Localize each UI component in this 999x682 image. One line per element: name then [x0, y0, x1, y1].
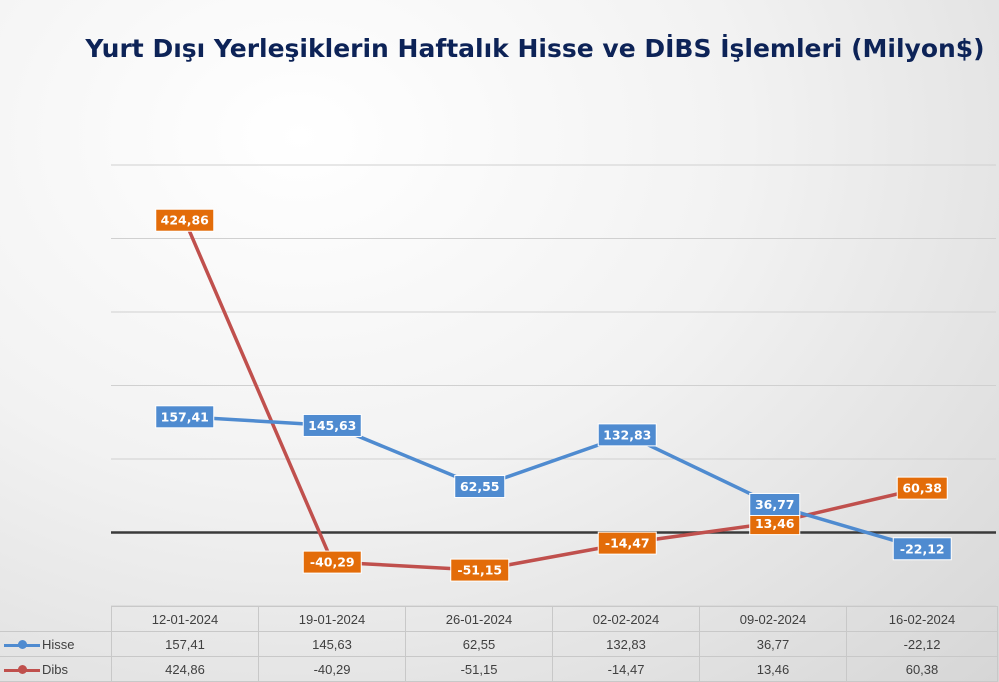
table-cell: 36,77	[699, 631, 847, 657]
table-cell: 424,86	[111, 656, 259, 682]
table-corner	[0, 606, 112, 632]
table-cell: 132,83	[552, 631, 700, 657]
data-label: 145,63	[308, 418, 356, 433]
table-date-header: 02-02-2024	[552, 606, 700, 632]
table-cell: -51,15	[405, 656, 553, 682]
data-label: -14,47	[605, 536, 650, 551]
data-label-box	[597, 531, 657, 555]
data-label: 36,77	[755, 497, 795, 512]
data-label-group: 62,55	[454, 475, 506, 499]
table-date-header: 12-01-2024	[111, 606, 259, 632]
table-date-header: 26-01-2024	[405, 606, 553, 632]
data-label-box	[302, 413, 362, 437]
table-cell: 145,63	[258, 631, 406, 657]
data-label-group: 424,86	[155, 208, 215, 232]
data-label-box	[896, 476, 948, 500]
data-label-group: 157,41	[155, 405, 215, 429]
data-label-group: 36,77	[749, 492, 801, 516]
data-label-box	[302, 550, 362, 574]
table-date-header: 16-02-2024	[846, 606, 998, 632]
data-label: -22,12	[900, 541, 945, 556]
legend-entry-dibs: Dibs	[0, 656, 112, 682]
data-label: 424,86	[161, 213, 210, 228]
data-label-group: 145,63	[302, 413, 362, 437]
data-label-group: 13,46	[749, 512, 801, 536]
data-label-box	[597, 423, 657, 447]
data-label-box	[450, 558, 510, 582]
data-labels: 424,86 -40,29 -51,15 -14,47 13,46 60,38 157,41…	[155, 208, 952, 582]
table-cell: -40,29	[258, 656, 406, 682]
data-label: 62,55	[460, 479, 500, 494]
legend-key-hisse	[4, 639, 40, 650]
data-label: -51,15	[457, 563, 502, 578]
data-label-box	[892, 537, 952, 561]
data-label: 157,41	[161, 409, 209, 424]
data-table: 12-01-2024 19-01-2024 26-01-2024 02-02-2…	[0, 606, 998, 682]
data-label-box	[155, 208, 215, 232]
data-label-group: -14,47	[597, 531, 657, 555]
data-label-group: 132,83	[597, 423, 657, 447]
table-header-row: 12-01-2024 19-01-2024 26-01-2024 02-02-2…	[0, 606, 998, 632]
table-date-header: 19-01-2024	[258, 606, 406, 632]
table-row-hisse: Hisse 157,41 145,63 62,55 132,83 36,77 -…	[0, 631, 998, 657]
chart-title: Yurt Dışı Yerleşiklerin Haftalık Hisse v…	[85, 34, 985, 63]
table-cell: 60,38	[846, 656, 998, 682]
data-label: -40,29	[310, 555, 355, 570]
data-label: 132,83	[603, 427, 651, 442]
data-label-group: -40,29	[302, 550, 362, 574]
table-cell: 13,46	[699, 656, 847, 682]
series-line-hisse	[183, 415, 924, 551]
table-cell: 157,41	[111, 631, 259, 657]
table-cell: 62,55	[405, 631, 553, 657]
data-label-box	[155, 405, 215, 429]
data-label-group: -51,15	[450, 558, 510, 582]
gridlines	[111, 164, 996, 606]
table-cell: -14,47	[552, 656, 700, 682]
table-cell: -22,12	[846, 631, 998, 657]
data-label: 13,46	[755, 516, 795, 531]
table-date-header: 09-02-2024	[699, 606, 847, 632]
data-label-group: 60,38	[896, 476, 948, 500]
table-row-dibs: Dibs 424,86 -40,29 -51,15 -14,47 13,46 6…	[0, 656, 998, 682]
legend-label: Dibs	[42, 662, 69, 678]
legend-label: Hisse	[42, 637, 75, 653]
data-label: 60,38	[902, 481, 942, 496]
data-label-box	[454, 475, 506, 499]
data-label-group: -22,12	[892, 537, 952, 561]
legend-key-dibs	[4, 664, 40, 675]
legend-entry-hisse: Hisse	[0, 631, 112, 657]
line-chart: 424,86 -40,29 -51,15 -14,47 13,46 60,38 157,41…	[111, 164, 996, 606]
series-lines	[174, 210, 933, 581]
data-label-box	[749, 492, 801, 516]
